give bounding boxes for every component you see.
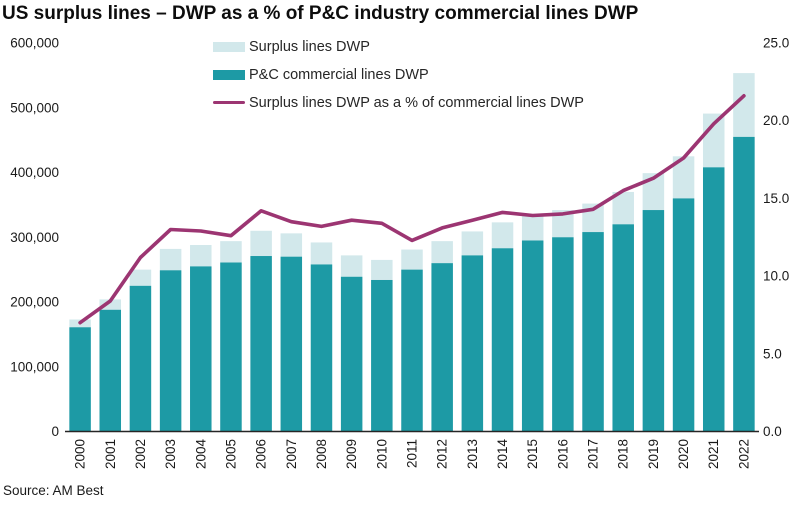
bar-commercial-2003 <box>159 270 182 432</box>
left-axis-tick-1: 100,000 <box>10 359 59 374</box>
x-axis-label-2007: 2007 <box>284 439 299 469</box>
left-axis-tick-6: 600,000 <box>10 36 59 51</box>
x-axis-label-2004: 2004 <box>193 439 208 470</box>
bar-commercial-2005 <box>220 262 242 432</box>
x-axis-label-2002: 2002 <box>133 439 148 469</box>
bar-commercial-2021 <box>702 167 725 432</box>
legend-label: P&C commercial lines DWP <box>249 66 429 83</box>
legend-item-0: Surplus lines DWP <box>213 38 584 55</box>
chart-title: US surplus lines – DWP as a % of P&C ind… <box>2 3 639 24</box>
x-axis-label-2017: 2017 <box>586 439 601 469</box>
x-axis-label-2022: 2022 <box>736 439 751 469</box>
x-axis-label-2008: 2008 <box>314 439 329 469</box>
bar-surplus-2019 <box>642 173 665 211</box>
legend-swatch-surplus <box>213 41 245 52</box>
legend-item-2: Surplus lines DWP as a % of commercial l… <box>213 94 584 111</box>
x-axis-label-2018: 2018 <box>616 439 631 469</box>
bar-surplus-2015 <box>521 213 544 241</box>
legend-label: Surplus lines DWP as a % of commercial l… <box>249 94 584 111</box>
bar-commercial-2013 <box>461 255 484 432</box>
left-axis-tick-5: 500,000 <box>10 100 59 115</box>
bar-commercial-2006 <box>250 256 272 432</box>
legend-item-1: P&C commercial lines DWP <box>213 66 584 83</box>
x-axis-label-2012: 2012 <box>435 439 450 469</box>
bar-surplus-2012 <box>431 241 453 264</box>
pct-line <box>78 94 746 325</box>
bar-surplus-2004 <box>190 245 212 267</box>
right-axis-tick-0: 0.0 <box>763 424 782 439</box>
bar-commercial-2015 <box>521 240 544 432</box>
legend: Surplus lines DWP P&C commercial lines DW… <box>213 38 584 111</box>
bar-commercial-2011 <box>401 269 423 432</box>
bar-commercial-2019 <box>642 210 665 432</box>
bar-surplus-2018 <box>612 191 634 225</box>
bar-commercial-2012 <box>431 263 453 432</box>
x-axis-label-2003: 2003 <box>163 439 178 469</box>
bar-commercial-2018 <box>612 224 634 432</box>
bar-surplus-2003 <box>159 248 182 271</box>
bar-surplus-2011 <box>401 249 423 270</box>
bar-commercial-2020 <box>672 198 695 432</box>
bar-commercial-2002 <box>129 285 152 432</box>
bar-commercial-2001 <box>99 309 122 432</box>
bar-commercial-2016 <box>552 237 574 432</box>
right-axis-tick-2: 10.0 <box>763 269 789 284</box>
bar-surplus-2009 <box>340 255 363 277</box>
source-note: Source: AM Best <box>3 483 104 498</box>
bar-surplus-2013 <box>461 231 484 256</box>
left-axis-tick-4: 400,000 <box>10 165 59 180</box>
bar-surplus-2002 <box>129 269 152 286</box>
bar-surplus-2005 <box>220 241 242 263</box>
bar-commercial-2004 <box>190 266 212 432</box>
bar-surplus-2006 <box>250 230 272 257</box>
bar-commercial-2022 <box>733 136 755 432</box>
x-axis-label-2011: 2011 <box>405 439 420 468</box>
bar-commercial-2010 <box>371 279 393 432</box>
left-axis-tick-3: 300,000 <box>10 230 59 245</box>
bar-surplus-2014 <box>491 222 514 249</box>
x-axis-label-2005: 2005 <box>223 439 238 469</box>
x-axis-label-2000: 2000 <box>73 439 88 469</box>
right-axis-tick-5: 25.0 <box>763 36 789 51</box>
bar-surplus-2008 <box>310 242 333 265</box>
right-axis-tick-1: 5.0 <box>763 346 782 361</box>
bar-surplus-2007 <box>280 233 303 257</box>
bar-commercial-2007 <box>280 256 303 432</box>
left-axis-tick-2: 200,000 <box>10 295 59 310</box>
bar-surplus-2016 <box>552 210 574 238</box>
x-axis-label-2010: 2010 <box>374 439 389 469</box>
x-axis-label-2021: 2021 <box>706 439 721 469</box>
bar-commercial-2009 <box>340 276 363 432</box>
x-axis-label-2016: 2016 <box>555 439 570 469</box>
legend-label: Surplus lines DWP <box>249 38 370 55</box>
bar-surplus-2022 <box>733 73 755 137</box>
left-axis-tick-0: 0 <box>51 424 59 439</box>
bar-commercial-2014 <box>491 248 514 432</box>
bar-surplus-2021 <box>702 113 725 168</box>
legend-swatch-commercial <box>213 69 245 80</box>
x-axis-label-2001: 2001 <box>103 439 118 469</box>
bar-surplus-2010 <box>371 259 393 280</box>
bar-commercial-2000 <box>69 327 91 432</box>
x-axis-label-2006: 2006 <box>254 439 269 469</box>
right-axis-tick-3: 15.0 <box>763 191 789 206</box>
x-axis-label-2019: 2019 <box>646 439 661 469</box>
bar-surplus-2020 <box>672 156 695 199</box>
bar-surplus-2001 <box>99 299 122 310</box>
x-axis-label-2014: 2014 <box>495 439 510 470</box>
bar-commercial-2008 <box>310 264 333 432</box>
x-axis-label-2009: 2009 <box>344 439 359 469</box>
x-axis-label-2015: 2015 <box>525 439 540 469</box>
x-axis-label-2013: 2013 <box>465 439 480 469</box>
legend-swatch-line <box>213 100 245 105</box>
right-axis-tick-4: 20.0 <box>763 113 789 128</box>
x-axis-label-2020: 2020 <box>676 439 691 469</box>
bar-commercial-2017 <box>582 232 604 432</box>
